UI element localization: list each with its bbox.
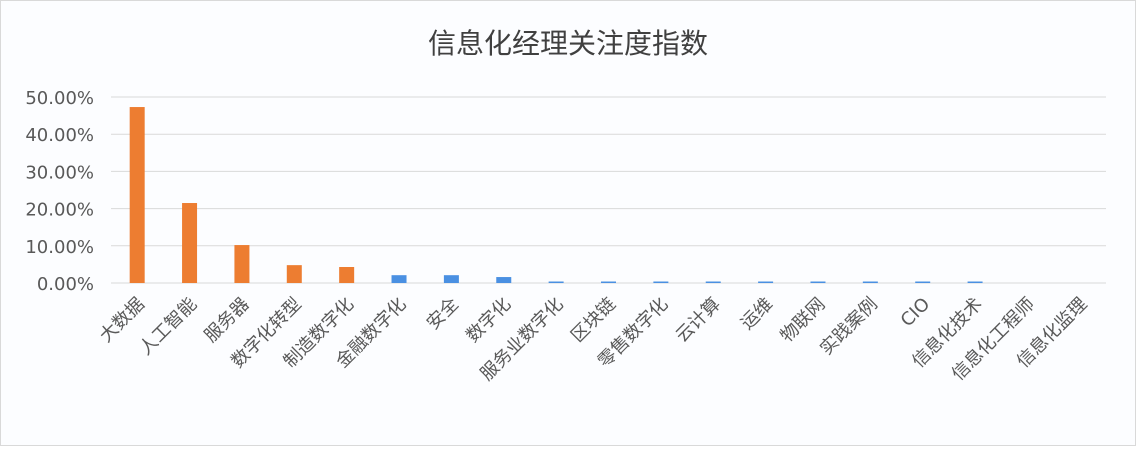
bar: [182, 203, 198, 283]
x-tick-label: 安全: [423, 294, 463, 334]
bar: [391, 275, 407, 283]
x-tick-label: 人工智能: [135, 294, 201, 360]
bar: [548, 281, 564, 284]
y-tick-label: 10.00%: [25, 237, 94, 258]
x-tick-label: 运维: [737, 294, 777, 334]
bar: [810, 281, 826, 284]
bar: [967, 281, 983, 284]
bar: [862, 281, 878, 284]
bar: [705, 281, 721, 284]
x-tick-label: CIO: [897, 294, 935, 332]
chart-title: 信息化经理关注度指数: [428, 27, 708, 60]
bar: [129, 107, 145, 283]
x-tick-label: 云计算: [672, 294, 725, 347]
y-tick-label: 50.00%: [25, 88, 94, 109]
bar: [286, 265, 302, 283]
bar: [758, 281, 774, 284]
y-tick-label: 40.00%: [25, 125, 94, 146]
bar: [234, 245, 250, 283]
y-tick-label: 30.00%: [25, 162, 94, 183]
bar: [601, 281, 616, 284]
bar: [339, 267, 355, 283]
bar: [915, 281, 931, 284]
bar: [443, 275, 459, 283]
y-tick-label: 20.00%: [25, 200, 94, 221]
y-tick-label: 0.00%: [37, 274, 94, 295]
bar: [496, 277, 512, 283]
bar: [653, 281, 669, 284]
x-tick-label: 实践案例: [816, 294, 882, 360]
